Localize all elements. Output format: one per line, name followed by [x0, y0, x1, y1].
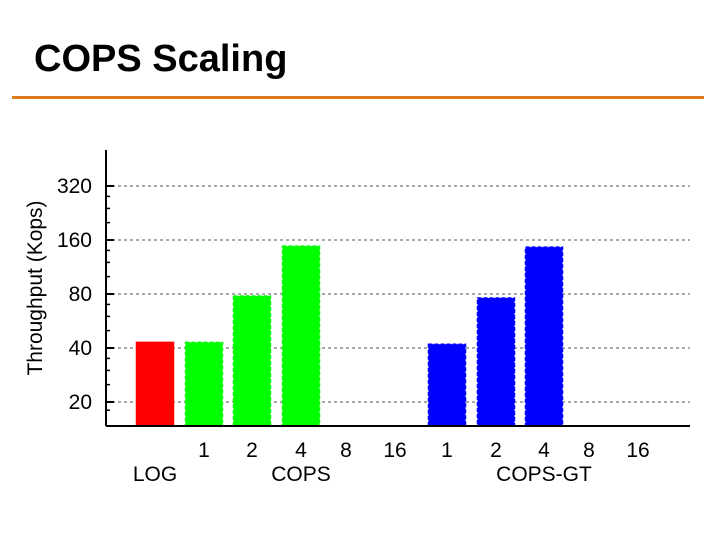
x-tick-label: 16 — [626, 439, 649, 462]
x-tick-label: 2 — [246, 439, 258, 462]
y-axis-label: Throughput (Kops) — [24, 200, 47, 375]
y-tick-label: 40 — [69, 337, 92, 360]
y-tick-label: 320 — [57, 175, 92, 198]
bar — [184, 341, 224, 427]
bar — [427, 343, 467, 427]
bars — [135, 245, 564, 427]
x-tick-label: 16 — [383, 439, 406, 462]
y-tick-label: 80 — [69, 283, 92, 306]
x-group-label: COPS — [271, 463, 331, 486]
x-group-label: LOG — [133, 463, 177, 486]
y-tick-label: 20 — [69, 391, 92, 414]
x-tick-label: 1 — [441, 439, 453, 462]
y-tick-labels: 20 40 80 160 320 — [57, 175, 92, 414]
x-tick-label: 8 — [583, 439, 595, 462]
title-divider — [12, 96, 704, 99]
x-tick-label: 4 — [295, 439, 307, 462]
axes — [105, 150, 690, 427]
x-group-label: COPS-GT — [496, 463, 592, 486]
x-tick-label: 4 — [538, 439, 550, 462]
bar — [524, 246, 564, 427]
y-tick-label: 160 — [57, 229, 92, 252]
bar — [232, 295, 272, 427]
x-tick-label: 8 — [340, 439, 352, 462]
bar — [476, 297, 516, 427]
slide-title: COPS Scaling — [34, 38, 288, 80]
x-tick-label: 1 — [198, 439, 210, 462]
x-tick-label: 2 — [490, 439, 502, 462]
x-tick-labels: LOG 1 2 4 8 16 COPS 1 2 4 8 16 COPS-GT — [133, 439, 650, 486]
bar — [135, 341, 175, 427]
bar — [281, 245, 321, 427]
